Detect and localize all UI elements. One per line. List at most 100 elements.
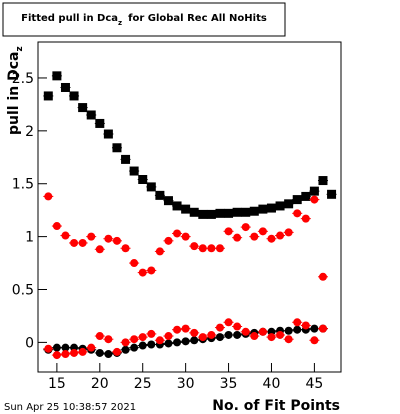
marker bbox=[198, 209, 208, 219]
marker bbox=[215, 323, 224, 332]
marker bbox=[78, 347, 87, 356]
marker bbox=[181, 204, 191, 214]
marker bbox=[78, 238, 87, 247]
marker bbox=[70, 348, 79, 357]
marker bbox=[232, 207, 242, 217]
y-tick-label: 1.5 bbox=[12, 177, 34, 193]
y-axis-label: pull in Dcaz bbox=[6, 46, 25, 135]
marker bbox=[86, 110, 96, 120]
marker bbox=[121, 154, 131, 164]
marker bbox=[95, 332, 104, 341]
marker bbox=[104, 350, 113, 359]
marker bbox=[258, 227, 267, 236]
x-tick-label: 30 bbox=[177, 376, 195, 392]
marker bbox=[52, 343, 61, 352]
marker bbox=[215, 208, 225, 218]
marker bbox=[233, 322, 242, 331]
marker bbox=[172, 201, 182, 211]
marker bbox=[61, 231, 70, 240]
marker bbox=[215, 333, 224, 342]
marker bbox=[267, 333, 276, 342]
marker bbox=[129, 166, 139, 176]
marker bbox=[293, 318, 302, 327]
marker bbox=[224, 227, 233, 236]
marker bbox=[104, 234, 113, 243]
marker bbox=[284, 335, 293, 344]
marker bbox=[327, 189, 337, 199]
marker bbox=[250, 332, 259, 341]
marker bbox=[130, 259, 139, 268]
marker bbox=[206, 209, 216, 219]
marker bbox=[190, 336, 199, 345]
marker bbox=[60, 82, 70, 92]
marker bbox=[147, 340, 156, 349]
ylabel-main: pull in Dca bbox=[6, 52, 22, 135]
marker bbox=[241, 327, 250, 336]
marker bbox=[87, 343, 96, 352]
marker bbox=[61, 343, 70, 352]
marker bbox=[284, 228, 293, 237]
marker bbox=[258, 204, 268, 214]
marker bbox=[309, 186, 319, 196]
marker bbox=[173, 229, 182, 238]
marker bbox=[233, 233, 242, 242]
marker bbox=[112, 143, 122, 153]
marker bbox=[52, 71, 62, 81]
y-tick-label: 2.5 bbox=[12, 71, 34, 87]
marker bbox=[224, 208, 234, 218]
marker bbox=[275, 201, 285, 211]
marker bbox=[318, 324, 327, 333]
marker bbox=[164, 332, 173, 341]
timestamp: Sun Apr 25 10:38:57 2021 bbox=[4, 402, 136, 413]
marker bbox=[155, 190, 165, 200]
marker bbox=[181, 232, 190, 241]
marker bbox=[250, 232, 259, 241]
marker bbox=[189, 207, 199, 217]
marker bbox=[190, 242, 199, 251]
marker bbox=[318, 272, 327, 281]
x-tick-label: 15 bbox=[48, 376, 66, 392]
x-axis-label: No. of Fit Points bbox=[212, 398, 340, 414]
marker bbox=[69, 91, 79, 101]
marker bbox=[147, 329, 156, 338]
y-tick-label: 0 bbox=[25, 335, 34, 351]
marker bbox=[61, 350, 70, 359]
title-box bbox=[2, 2, 286, 37]
marker bbox=[276, 330, 285, 339]
marker bbox=[215, 244, 224, 253]
marker bbox=[112, 347, 121, 356]
marker bbox=[78, 103, 88, 113]
marker bbox=[155, 247, 164, 256]
marker bbox=[173, 338, 182, 347]
x-tick-label: 45 bbox=[305, 376, 323, 392]
title-sub: z bbox=[118, 19, 122, 27]
marker bbox=[181, 324, 190, 333]
marker bbox=[310, 324, 319, 333]
x-tick-label: 40 bbox=[263, 376, 281, 392]
marker bbox=[138, 175, 148, 184]
marker bbox=[147, 266, 156, 275]
marker bbox=[181, 337, 190, 346]
plot-frame bbox=[37, 41, 342, 373]
marker bbox=[121, 345, 130, 354]
marker bbox=[121, 244, 130, 253]
marker bbox=[164, 236, 173, 245]
marker bbox=[52, 351, 61, 360]
marker bbox=[43, 91, 53, 101]
marker bbox=[95, 245, 104, 254]
x-tick-label: 35 bbox=[220, 376, 238, 392]
marker bbox=[70, 238, 79, 247]
marker bbox=[198, 244, 207, 253]
marker bbox=[44, 344, 53, 353]
marker bbox=[104, 335, 113, 344]
y-tick-label: 1 bbox=[25, 230, 34, 246]
marker bbox=[198, 333, 207, 342]
marker bbox=[301, 191, 311, 201]
marker bbox=[276, 231, 285, 240]
y-tick-label: 2 bbox=[25, 124, 34, 140]
marker bbox=[95, 348, 104, 357]
marker bbox=[146, 182, 156, 192]
marker bbox=[164, 339, 173, 348]
marker bbox=[130, 335, 139, 344]
marker bbox=[267, 234, 276, 243]
